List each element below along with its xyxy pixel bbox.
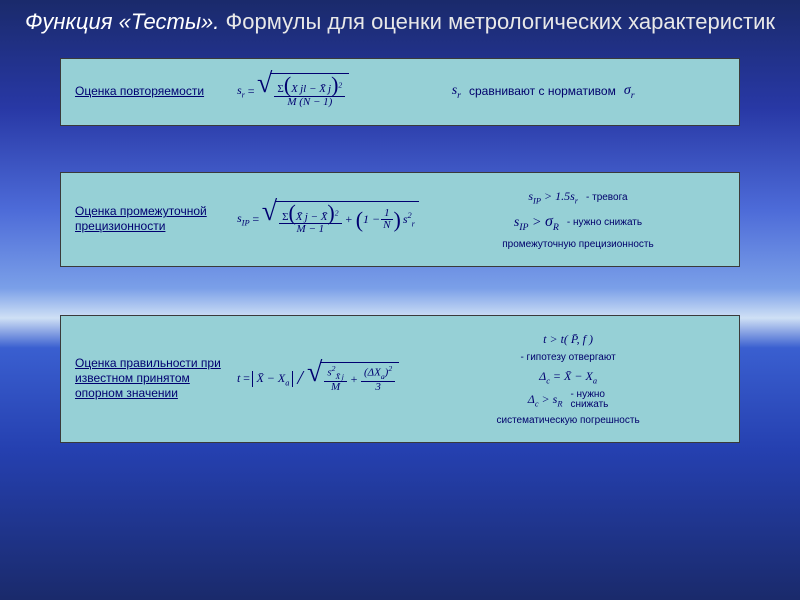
label-col: Оценка правильности при известном принят…: [75, 356, 225, 401]
label-col: Оценка промежуточной прецизионности: [75, 204, 225, 234]
label-col: Оценка повторяемости: [75, 84, 225, 99]
card-repeatability: Оценка повторяемости sr = √ (X jl − X̄ j…: [60, 58, 740, 126]
card2-notes: sIP > 1.5sr - тревога sIP > σR - нужно с…: [431, 185, 725, 254]
card2-label: Оценка промежуточной прецизионности: [75, 204, 207, 233]
title-italic: Функция «Тесты».: [25, 9, 219, 34]
card1-notes: sr сравнивают с нормативом σr: [361, 78, 725, 105]
slide-title: Функция «Тесты». Формулы для оценки метр…: [0, 0, 800, 40]
card-trueness: Оценка правильности при известном принят…: [60, 315, 740, 443]
card3-notes: t > t( P̄, f ) - гипотезу отвергают Δc =…: [411, 328, 725, 430]
title-rest: Формулы для оценки метрологических харак…: [226, 9, 776, 34]
card1-formula: sr = √ (X jl − X̄ j)2 M (N − 1): [237, 73, 349, 110]
card1-label: Оценка повторяемости: [75, 84, 204, 98]
card2-formula: sIP = √ (X̄ j − X̄)2 M − 1 + ( 1 −: [237, 201, 419, 238]
card-intermediate: Оценка промежуточной прецизионности sIP …: [60, 172, 740, 267]
card3-formula: t = X̄ − Xa / √ s2X̄ j M +: [237, 362, 399, 395]
card3-label: Оценка правильности при известном принят…: [75, 356, 221, 400]
content-area: Оценка повторяемости sr = √ (X jl − X̄ j…: [0, 58, 800, 443]
